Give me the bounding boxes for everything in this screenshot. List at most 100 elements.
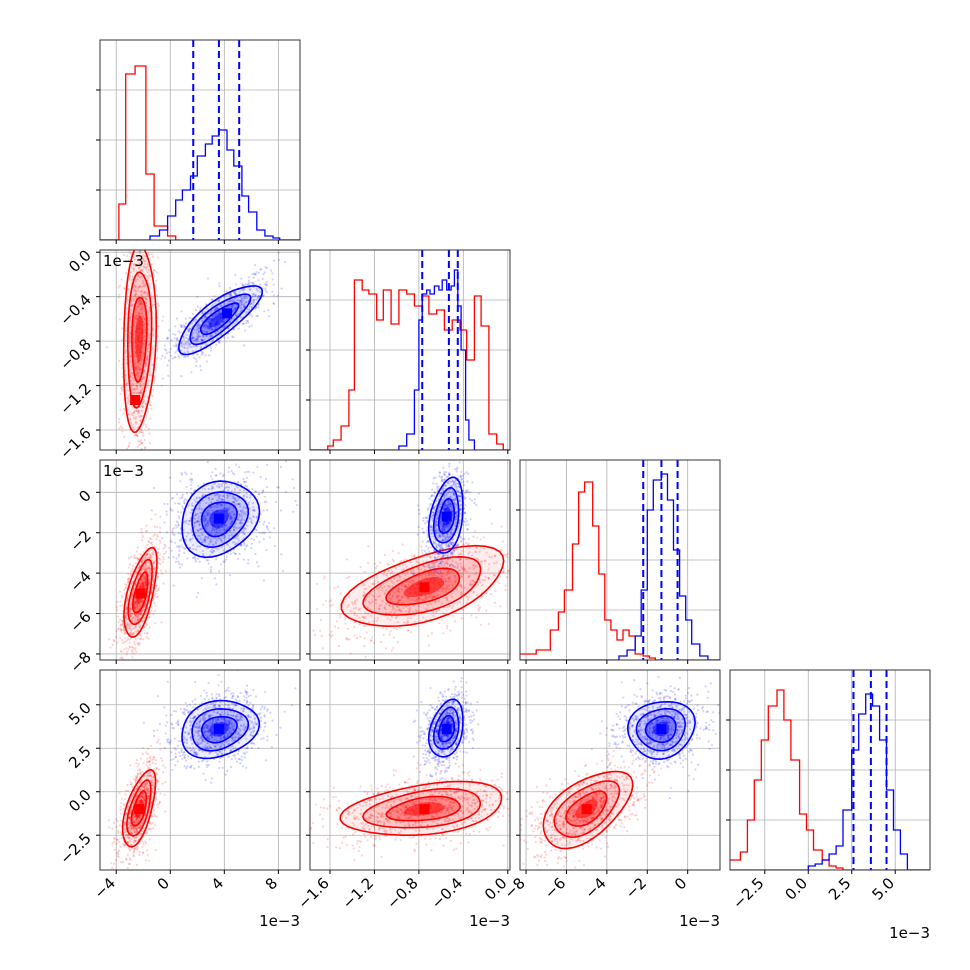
sample-point — [468, 833, 471, 836]
sample-point — [129, 331, 132, 335]
sample-point — [123, 588, 126, 591]
sample-point — [120, 650, 123, 653]
sample-point — [441, 828, 444, 831]
sample-point — [331, 634, 334, 637]
sample-point — [334, 795, 337, 799]
sample-point — [347, 813, 351, 816]
sample-point — [134, 308, 138, 311]
sample-point — [500, 775, 503, 779]
sample-point — [428, 571, 431, 574]
sample-point — [125, 313, 128, 316]
sample-point — [346, 809, 349, 812]
sample-point — [426, 548, 429, 551]
sample-point — [381, 815, 384, 818]
sample-point — [117, 286, 120, 289]
sample-point — [134, 847, 137, 850]
sample-point — [139, 612, 142, 615]
sample-point — [430, 797, 433, 800]
sample-point — [445, 573, 448, 577]
sample-point — [408, 777, 411, 781]
sample-point — [133, 600, 137, 604]
sample-point — [328, 804, 331, 807]
sample-point — [132, 854, 136, 858]
sample-point — [134, 285, 137, 288]
sample-point — [116, 600, 119, 604]
sample-point — [153, 594, 156, 597]
sample-point — [123, 828, 126, 831]
sample-point — [409, 815, 413, 818]
red-cluster-2-0 — [108, 513, 174, 660]
sample-point — [143, 605, 146, 608]
sample-point — [107, 819, 111, 822]
sample-point — [129, 613, 132, 616]
sample-point — [134, 409, 137, 413]
contour-line — [340, 544, 505, 628]
contour-line — [126, 271, 153, 409]
sample-point — [482, 536, 485, 539]
sample-point — [135, 314, 138, 318]
sample-point — [134, 620, 137, 623]
sample-point — [132, 297, 135, 300]
sample-point — [139, 428, 142, 431]
sample-point — [444, 819, 447, 822]
sample-point — [381, 587, 384, 590]
sample-point — [422, 787, 425, 790]
sample-point — [159, 526, 162, 529]
sample-point — [481, 584, 484, 587]
sample-point — [506, 552, 509, 556]
sample-point — [140, 268, 143, 272]
sample-point — [503, 553, 506, 556]
sample-point — [379, 797, 382, 801]
sample-point — [418, 562, 421, 565]
sample-point — [367, 601, 371, 604]
sample-point — [470, 583, 473, 586]
sample-point — [460, 572, 463, 575]
sample-point — [133, 262, 136, 266]
sample-point — [143, 339, 146, 342]
sample-point — [441, 589, 444, 593]
sample-point — [372, 793, 375, 796]
sample-point — [135, 615, 138, 618]
sample-point — [421, 552, 424, 555]
sample-point — [455, 847, 458, 850]
sample-point — [489, 808, 492, 811]
sample-point — [488, 826, 491, 829]
sample-point — [479, 623, 483, 627]
sample-point — [123, 798, 127, 801]
sample-point — [141, 268, 144, 271]
sample-point — [128, 816, 131, 819]
sample-point — [502, 805, 505, 808]
sample-point — [119, 318, 122, 321]
sample-point — [516, 811, 518, 813]
sample-point — [122, 628, 125, 631]
sample-point — [135, 367, 138, 371]
sample-point — [132, 616, 135, 619]
sample-point — [121, 426, 124, 430]
sample-point — [335, 808, 338, 812]
sample-point — [345, 558, 349, 561]
sample-point — [128, 625, 131, 628]
sample-point — [466, 807, 469, 810]
sample-point — [138, 772, 142, 775]
sample-point — [428, 785, 431, 789]
sample-point — [146, 632, 149, 635]
contour-line — [131, 571, 149, 614]
sample-point — [129, 354, 132, 358]
sample-point — [159, 541, 162, 544]
sample-point — [391, 585, 394, 588]
contour-line — [362, 555, 482, 616]
sample-point — [414, 800, 418, 803]
sample-point — [120, 388, 124, 391]
sample-point — [448, 564, 452, 567]
sample-point — [472, 591, 475, 594]
sample-point — [155, 766, 158, 769]
sample-point — [161, 759, 164, 762]
sample-point — [131, 275, 134, 278]
sample-point — [412, 787, 415, 790]
sample-point — [138, 571, 142, 575]
sample-point — [133, 600, 136, 604]
sample-point — [355, 614, 359, 617]
sample-point — [405, 814, 408, 817]
sample-point — [132, 392, 135, 395]
sample-point — [128, 418, 132, 421]
